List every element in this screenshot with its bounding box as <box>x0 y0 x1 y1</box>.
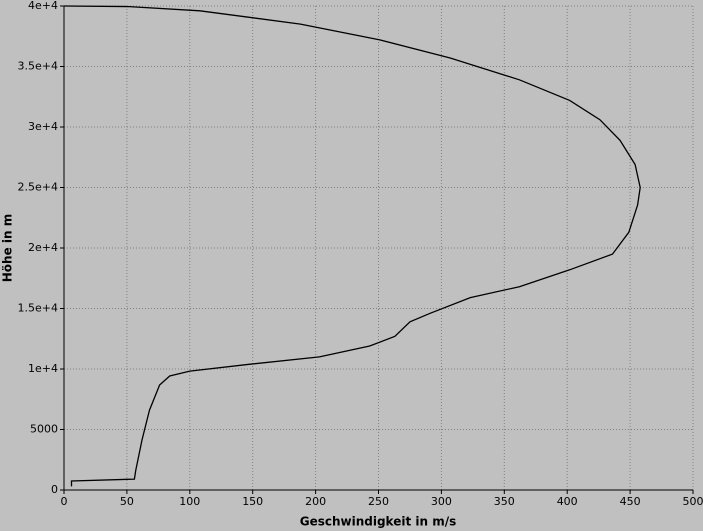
y-tick-label: 1.5e+4 <box>18 302 58 315</box>
y-tick-label: 1e+4 <box>28 362 58 375</box>
x-tick-label: 250 <box>368 495 389 508</box>
y-tick-label: 0 <box>51 483 58 496</box>
y-tick-label: 5000 <box>30 423 58 436</box>
x-tick-label: 150 <box>242 495 263 508</box>
x-tick-label: 300 <box>431 495 452 508</box>
y-tick-label: 3.5e+4 <box>18 60 58 73</box>
x-tick-label: 350 <box>494 495 515 508</box>
y-axis-title: Höhe in m <box>1 214 15 282</box>
data-line <box>63 5 641 487</box>
y-tick-label: 2.5e+4 <box>18 181 58 194</box>
x-tick-label: 200 <box>305 495 326 508</box>
x-tick-label: 450 <box>620 495 641 508</box>
y-tick-label: 3e+4 <box>28 120 58 133</box>
y-tick-label: 2e+4 <box>28 241 58 254</box>
x-tick-label: 0 <box>61 495 68 508</box>
x-tick-label: 400 <box>557 495 578 508</box>
y-tick-label: 4e+4 <box>28 0 58 12</box>
x-axis-title: Geschwindigkeit in m/s <box>300 515 457 529</box>
x-tick-label: 50 <box>120 495 134 508</box>
x-tick-label: 500 <box>683 495 703 508</box>
x-tick-label: 100 <box>179 495 200 508</box>
